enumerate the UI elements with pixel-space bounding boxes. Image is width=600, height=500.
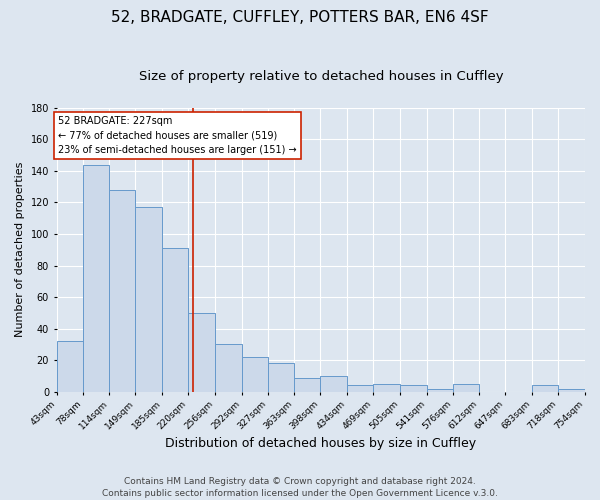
Bar xyxy=(427,388,453,392)
Bar xyxy=(400,386,427,392)
Bar xyxy=(215,344,242,392)
Bar xyxy=(109,190,136,392)
Bar xyxy=(188,313,215,392)
Text: 52 BRADGATE: 227sqm
← 77% of detached houses are smaller (519)
23% of semi-detac: 52 BRADGATE: 227sqm ← 77% of detached ho… xyxy=(58,116,297,156)
Bar xyxy=(83,164,109,392)
Bar xyxy=(268,364,295,392)
Text: 52, BRADGATE, CUFFLEY, POTTERS BAR, EN6 4SF: 52, BRADGATE, CUFFLEY, POTTERS BAR, EN6 … xyxy=(111,10,489,25)
Y-axis label: Number of detached properties: Number of detached properties xyxy=(15,162,25,338)
Bar xyxy=(242,357,268,392)
Text: Contains HM Land Registry data © Crown copyright and database right 2024.
Contai: Contains HM Land Registry data © Crown c… xyxy=(102,476,498,498)
Bar xyxy=(373,384,400,392)
X-axis label: Distribution of detached houses by size in Cuffley: Distribution of detached houses by size … xyxy=(165,437,476,450)
Bar xyxy=(347,386,373,392)
Bar xyxy=(320,376,347,392)
Bar xyxy=(532,386,558,392)
Bar xyxy=(453,384,479,392)
Bar xyxy=(295,378,320,392)
Bar xyxy=(56,341,83,392)
Bar xyxy=(162,248,188,392)
Bar xyxy=(136,207,162,392)
Bar xyxy=(558,388,585,392)
Title: Size of property relative to detached houses in Cuffley: Size of property relative to detached ho… xyxy=(139,70,503,83)
